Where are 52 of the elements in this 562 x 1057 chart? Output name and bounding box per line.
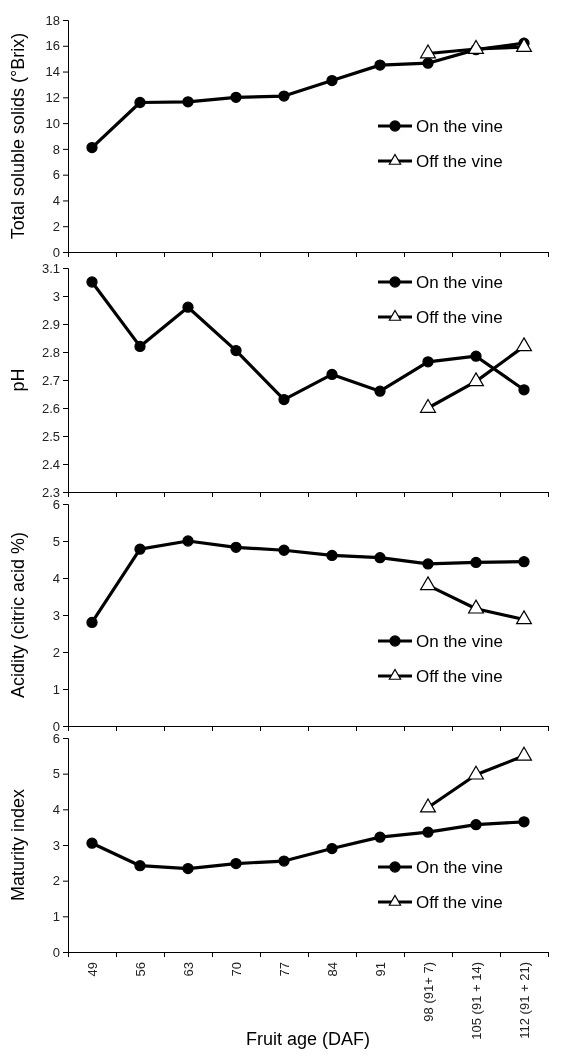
y-tick-label: 2.6 <box>41 400 60 416</box>
y-tick-label: 2 <box>52 644 60 660</box>
x-tick-label: 77 <box>277 962 293 977</box>
y-tick-label: 14 <box>45 64 60 80</box>
x-tick-label: 70 <box>229 962 245 977</box>
legend-label: On the vine <box>416 273 503 292</box>
legend-label: On the vine <box>416 117 503 136</box>
y-tick-label: 2.7 <box>41 372 60 388</box>
y-tick-label: 2.4 <box>41 456 60 472</box>
y-tick-label: 0 <box>52 244 60 260</box>
x-tick-label: 91 <box>373 962 389 977</box>
x-tick-label: 63 <box>181 962 197 977</box>
y-tick-label: 4 <box>52 193 60 209</box>
legend-label: On the vine <box>416 632 503 651</box>
x-axis-title: Fruit age (DAF) <box>245 1029 371 1049</box>
y-axis-title: Maturity index <box>8 788 28 902</box>
legend-label: Off the vine <box>416 893 503 912</box>
y-tick-label: 3 <box>52 837 60 853</box>
x-tick-label: 56 <box>133 962 149 977</box>
x-tick-label: 84 <box>325 962 341 977</box>
y-tick-label: 2 <box>52 873 60 889</box>
legend-label: Off the vine <box>416 152 503 171</box>
y-tick-label: 18 <box>45 12 60 28</box>
legend-label: Off the vine <box>416 667 503 686</box>
y-tick-label: 5 <box>52 533 60 549</box>
y-tick-label: 4 <box>52 570 60 586</box>
y-tick-label: 1 <box>52 681 60 697</box>
y-axis-title: Acidity (citric acid %) <box>8 531 28 699</box>
y-tick-label: 10 <box>45 115 60 131</box>
y-tick-label: 16 <box>45 38 60 54</box>
y-tick-label: 2.9 <box>41 316 60 332</box>
y-tick-label: 3 <box>52 607 60 623</box>
y-tick-label: 12 <box>45 89 60 105</box>
y-tick-label: 8 <box>52 141 60 157</box>
legend-label: Off the vine <box>416 308 503 327</box>
legend-label: On the vine <box>416 858 503 877</box>
y-tick-label: 2.8 <box>41 344 60 360</box>
y-tick-label: 0 <box>52 944 60 960</box>
y-axis-title: Total soluble solids (°Brix) <box>8 32 28 240</box>
x-tick-label: 112 (91 + 21) <box>517 962 533 1039</box>
x-tick-label: 49 <box>85 962 101 977</box>
y-tick-label: 3 <box>52 288 60 304</box>
y-tick-label: 5 <box>52 766 60 782</box>
y-tick-label: 2.5 <box>41 428 60 444</box>
x-tick-label: 98 (91+ 7) <box>421 962 437 1022</box>
x-tick-label: 105 (91 + 14) <box>469 962 485 1040</box>
y-tick-label: 1 <box>52 908 60 924</box>
y-tick-label: 6 <box>52 167 60 183</box>
y-tick-label: 4 <box>52 801 60 817</box>
y-tick-label: 2 <box>52 218 60 234</box>
y-axis-title: pH <box>8 368 28 392</box>
y-tick-label: 3.1 <box>41 260 60 276</box>
